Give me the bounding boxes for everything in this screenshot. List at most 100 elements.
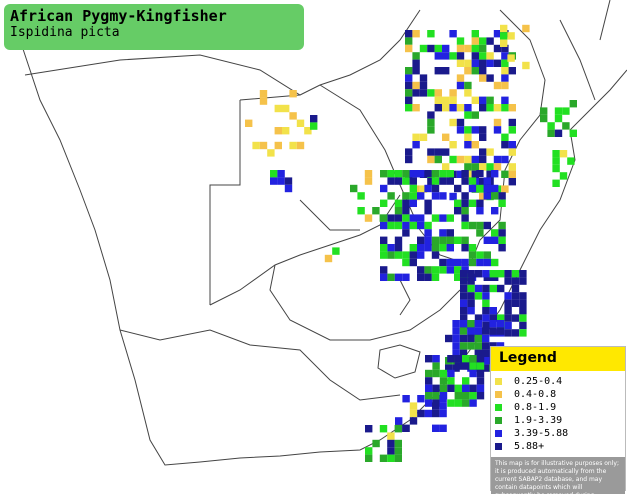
- cell: [469, 392, 477, 400]
- cell: [394, 177, 403, 185]
- cell: [447, 377, 455, 385]
- cell: [486, 170, 494, 178]
- cell: [482, 299, 490, 307]
- cell: [431, 244, 440, 252]
- cell: [486, 104, 494, 112]
- cell: [461, 192, 469, 200]
- cell: [508, 163, 516, 171]
- cell: [508, 170, 516, 178]
- cell: [554, 129, 563, 137]
- cell: [452, 334, 460, 343]
- cell: [482, 349, 490, 357]
- cell: [387, 454, 395, 462]
- cell: [474, 314, 483, 322]
- cell: [467, 284, 475, 293]
- cell: [464, 59, 472, 67]
- cell: [417, 170, 425, 178]
- cell: [489, 284, 497, 293]
- cell: [511, 299, 520, 307]
- cell: [479, 178, 487, 186]
- cell: [461, 258, 469, 267]
- title: African Pygmy-Kingfisher: [10, 7, 227, 25]
- cell: [417, 214, 425, 222]
- cell: [461, 214, 469, 222]
- cell: [464, 67, 472, 75]
- cell: [387, 221, 395, 230]
- cell: [497, 314, 505, 322]
- cell: [412, 89, 420, 97]
- cell: [519, 314, 527, 322]
- cell: [483, 184, 491, 193]
- cell: [442, 163, 450, 171]
- cell: [456, 52, 465, 60]
- legend-note: This map is for illustrative purposes on…: [491, 457, 625, 494]
- cell: [449, 155, 457, 164]
- cell: [464, 163, 472, 171]
- cell: [409, 258, 417, 267]
- cell: [402, 258, 410, 267]
- cell: [486, 59, 494, 67]
- cell: [461, 177, 469, 185]
- cell: [498, 236, 506, 244]
- cell: [498, 199, 506, 207]
- cell: [409, 244, 417, 252]
- cell: [479, 59, 487, 67]
- cell: [522, 24, 530, 33]
- cell: [498, 192, 506, 200]
- cell: [464, 141, 472, 149]
- cell: [504, 299, 512, 307]
- cell: [431, 184, 440, 193]
- cell: [439, 266, 447, 274]
- cell: [442, 148, 450, 156]
- border: [119, 329, 401, 401]
- cell: [500, 39, 508, 47]
- cell: [569, 100, 577, 108]
- cell: [439, 424, 447, 432]
- cell: [462, 399, 470, 407]
- cell: [474, 342, 482, 350]
- cell: [476, 384, 485, 392]
- cell: [464, 44, 472, 53]
- cell: [479, 155, 487, 164]
- cell: [310, 122, 318, 130]
- cell: [493, 118, 502, 127]
- cell: [439, 384, 448, 392]
- cell: [496, 342, 505, 350]
- cell: [432, 424, 440, 432]
- legend-label: 0.4-0.8: [514, 389, 557, 400]
- cell: [479, 104, 487, 112]
- cell: [467, 327, 475, 335]
- cell: [461, 221, 469, 230]
- cell: [445, 334, 453, 343]
- legend-label: 0.25-0.4: [514, 376, 563, 387]
- cell: [501, 133, 509, 141]
- cell: [452, 320, 460, 328]
- cell: [482, 314, 490, 322]
- cell: [461, 170, 469, 178]
- cell: [456, 118, 465, 127]
- cell: [461, 236, 469, 244]
- cell: [496, 327, 505, 335]
- cell: [464, 133, 472, 141]
- border: [299, 199, 411, 316]
- border: [209, 194, 401, 306]
- cell: [474, 270, 483, 278]
- cell: [562, 122, 570, 130]
- cell: [459, 327, 468, 335]
- cell: [461, 244, 469, 252]
- cell: [424, 184, 432, 193]
- cell: [469, 399, 477, 407]
- cell: [432, 409, 440, 418]
- cell: [394, 244, 403, 252]
- cell: [459, 342, 468, 350]
- cell: [446, 177, 454, 185]
- cell: [442, 52, 450, 60]
- legend-label: 5.88+: [514, 441, 545, 452]
- cell: [467, 307, 475, 315]
- cell: [412, 30, 420, 38]
- cell: [476, 355, 485, 363]
- cell: [417, 244, 425, 252]
- cell: [519, 270, 527, 278]
- coastline: [19, 39, 627, 466]
